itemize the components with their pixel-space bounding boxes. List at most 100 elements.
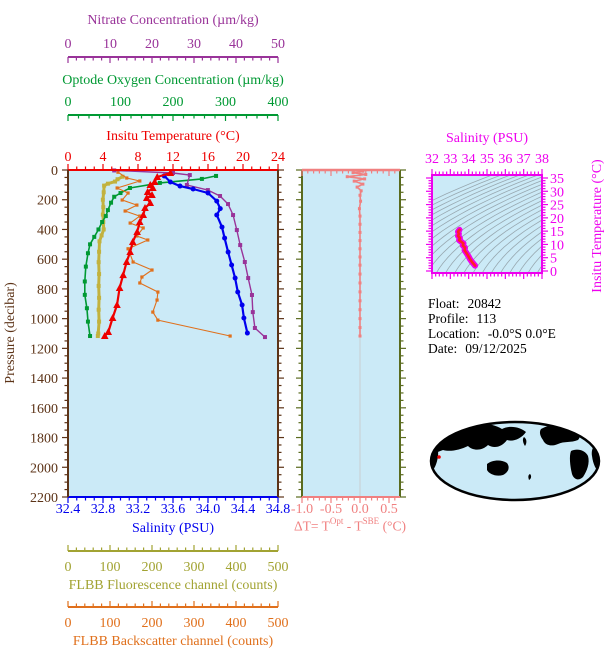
tick-label: 300 [184,560,205,575]
tick-label: 0 [65,95,72,110]
data-point [242,260,247,265]
data-point [122,258,131,266]
tick-label: 33.6 [161,502,186,517]
data-point [153,172,162,180]
float-location-dot [437,455,441,459]
data-point [228,334,232,338]
tick-label: 4 [100,150,107,165]
data-point [95,334,100,339]
data-point [116,170,120,174]
delta-t-axis-label: ΔT= TOpt - TSBE (°C) [294,516,406,534]
ts-temperature-title: Insitu Temperature (°C) [590,159,605,293]
main-profile-series [82,168,267,340]
series-flbb-fluorescence-channel [95,174,125,339]
data-point [126,247,130,251]
data-point [358,290,362,294]
data-point [126,248,134,256]
series-line [509,238,542,273]
temperature-axis: 0 4 8 12 16 20 24 [65,150,285,171]
delta-axis-top [301,168,400,176]
data-point [358,308,362,312]
data-point [85,251,90,256]
tick-label: 32.8 [91,502,116,517]
data-point [205,190,211,196]
pressure-axis-left: 0 200 400 600 800 1000 1200 1400 1600 1800 2000 220… [30,164,69,506]
data-point [187,173,192,178]
data-point [127,185,132,190]
series-ts-curve [455,226,479,269]
data-point [358,281,362,285]
series-line [432,187,542,256]
data-point [115,177,120,182]
tick-label: 200 [163,95,184,110]
data-point [149,183,157,191]
data-point [97,295,102,300]
data-point [358,239,362,243]
data-point [138,214,142,218]
data-point [101,227,106,232]
tick-label: 20 [550,212,564,227]
data-point [151,310,155,314]
tick-label: 10 [103,37,117,52]
tick-label: 24 [271,150,285,165]
data-point [358,326,362,330]
data-point [156,318,160,322]
data-point [358,247,362,251]
data-point [100,197,105,202]
data-point [96,331,101,336]
series-insitu-temperature [100,168,175,340]
salinity-axis-title: Salinity (PSU) [132,521,214,536]
data-point [126,191,130,195]
tick-label: 1600 [30,402,58,417]
tick-label: 5 [550,252,557,267]
series-line [500,231,542,273]
series-line [435,195,542,273]
data-point [103,214,108,219]
tick-label: 20 [145,37,159,52]
data-point [214,198,220,204]
delta-border-left [296,169,303,498]
tick-label: 100 [100,560,121,575]
tick-label: 400 [226,616,247,631]
tick-label: 33 [443,152,457,167]
map-newzealand [528,474,532,480]
series-line [432,175,540,227]
backscatter-axis-title: FLBB Backscatter channel (counts) [73,634,274,649]
data-point [120,174,125,179]
delta-axis-bottom: -1.0 -0.5 0.0 0.5 [291,496,400,517]
data-point [100,220,105,225]
data-point [128,237,137,245]
data-point [355,185,359,189]
pressure-axis-right [277,169,284,498]
data-point [250,310,255,315]
data-point [219,224,225,230]
tick-label: 1200 [30,342,58,357]
series-line [432,176,542,233]
data-point [128,221,132,225]
series-line [463,209,542,273]
series-line [432,175,521,216]
data-point [358,334,362,338]
data-point [166,168,175,176]
tick-label: 200 [142,616,163,631]
tick-label: 300 [184,616,205,631]
tick-label: 1800 [30,432,58,447]
data-point [218,194,223,199]
tick-label: 40 [229,37,243,52]
data-point [205,188,210,193]
map-australia [487,460,509,476]
data-point [101,190,106,195]
tick-label: 35 [480,152,494,167]
world-map [429,420,601,502]
tick-label: 37 [517,152,531,167]
data-point [119,271,127,279]
data-point [184,183,189,188]
tick-label: 400 [226,560,247,575]
profile-series [82,168,479,497]
tick-label: 800 [37,283,58,298]
data-point [96,260,101,265]
data-point [156,290,160,294]
data-point [358,230,362,234]
